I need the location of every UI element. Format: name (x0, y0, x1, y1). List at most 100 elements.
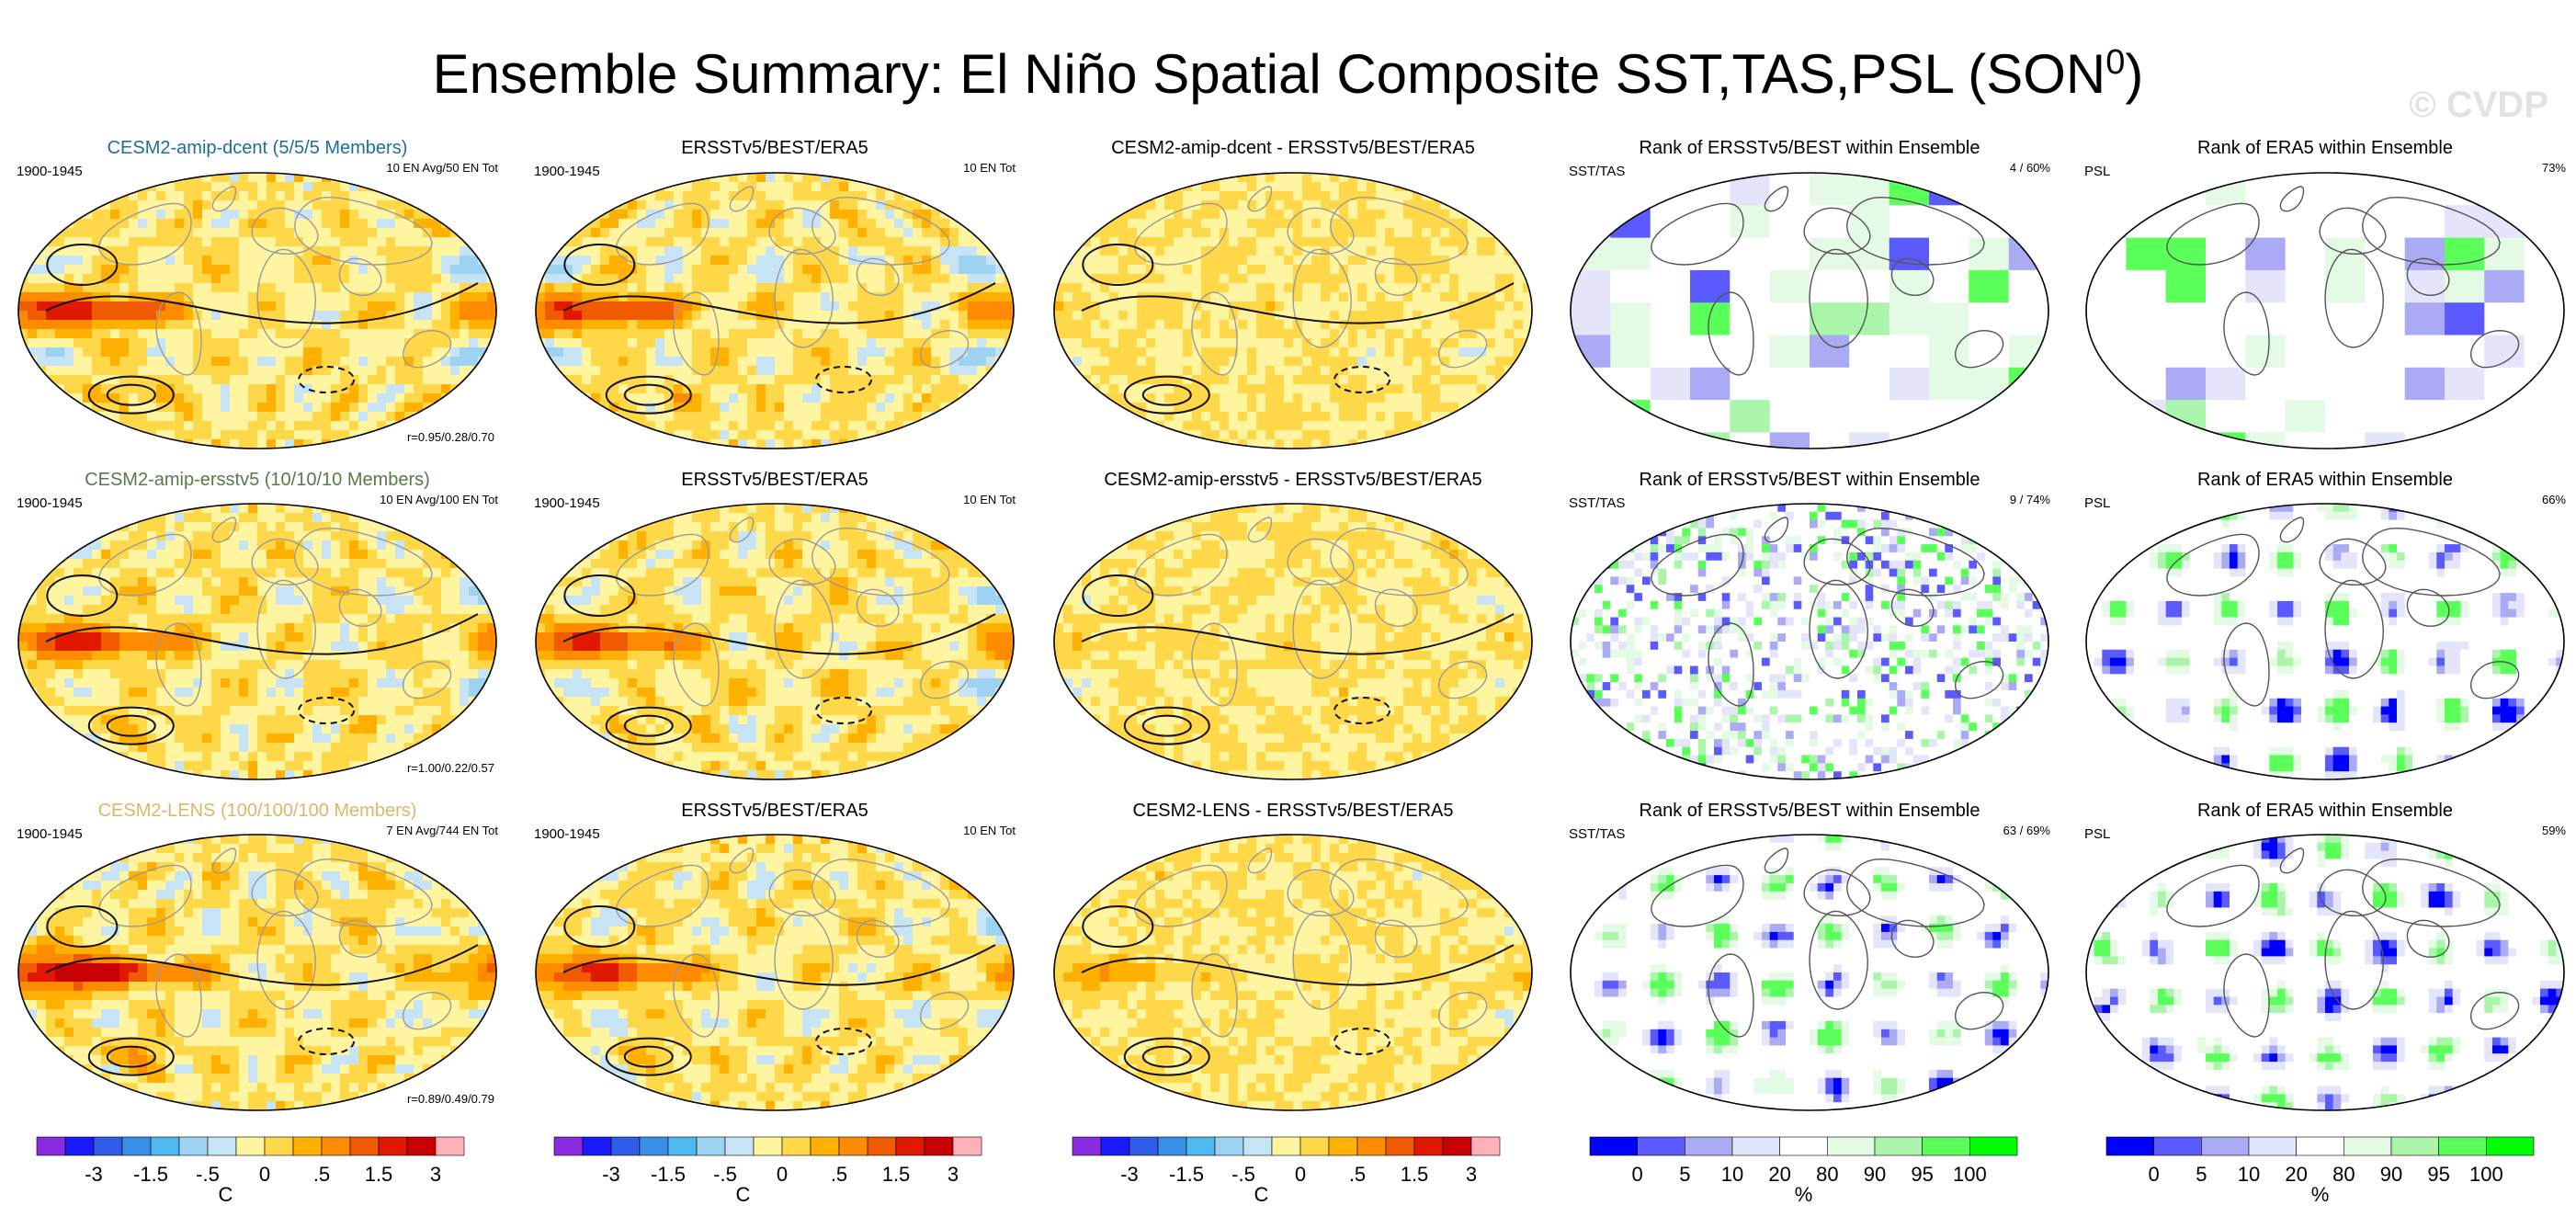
map-border (1570, 503, 2049, 780)
map-panel-diff: CESM2-amip-ersstv5 - ERSSTv5/BEST/ERA5 (1053, 470, 1533, 780)
colorbar-box (435, 1136, 465, 1156)
colorbar-box (1157, 1136, 1187, 1156)
coast-outline (811, 858, 950, 927)
colorbar-box (2486, 1136, 2535, 1156)
panel-title: Rank of ERA5 within Ensemble (2197, 138, 2453, 158)
coast-outline (774, 579, 834, 679)
temperature-colorbar: -3 -1.5 -.5 0 .5 1.5 3 C (553, 1136, 982, 1206)
colorbar-box (724, 1136, 755, 1156)
coastlines (1651, 517, 2004, 707)
coast-outline (338, 257, 382, 297)
map-panel-model: CESM2-LENS (100/100/100 Members) 1900-194… (17, 801, 498, 1111)
psl-contour (1081, 282, 1515, 324)
map-field (1571, 173, 2048, 449)
coast-outline (256, 579, 317, 679)
coast-outline (1845, 858, 1985, 927)
map-field (2086, 173, 2564, 449)
psl-contour (87, 1037, 175, 1076)
psl-contour (1081, 613, 1515, 655)
colorbar-tick-label: 20 (1768, 1163, 1790, 1186)
coast-outline (1247, 186, 1273, 212)
coast-outline (1845, 196, 1985, 266)
coastlines (2166, 186, 2520, 376)
psl-contour (1082, 574, 1154, 617)
coast-outline (1329, 527, 1469, 597)
coast-outline (616, 864, 709, 927)
coast-outline (1764, 847, 1789, 874)
panel-left-label: SST/TAS (1569, 164, 1625, 179)
colorbar-box (1328, 1136, 1358, 1156)
colorbar-box (639, 1136, 669, 1156)
colorbar-tick-label: 3 (430, 1163, 441, 1186)
map-panel-diff: CESM2-amip-dcent - ERSSTv5/BEST/ERA5 (1053, 138, 1533, 449)
colorbar-box (121, 1136, 152, 1156)
psl-contour (46, 574, 119, 617)
panel-title: Rank of ERSSTv5/BEST within Ensemble (1640, 138, 1980, 158)
coast-outline (211, 186, 237, 212)
colorbar-tick-label: -3 (602, 1163, 620, 1186)
psl-contour (1123, 375, 1210, 415)
map-panel-rank: Rank of ERA5 within Ensemble PSL 73% (2084, 138, 2566, 449)
coastlines (1134, 847, 1488, 1038)
coast-outline (293, 527, 433, 597)
coastlines (1651, 847, 2004, 1038)
colorbar-tick-label: 1.5 (882, 1163, 911, 1186)
colorbar-box (1385, 1136, 1415, 1156)
psl-contour (1333, 697, 1391, 724)
map-border (17, 172, 497, 449)
psl-contours (45, 244, 479, 415)
coast-outline (2166, 533, 2260, 597)
coast-outline (1247, 517, 1273, 543)
map-panel-model: CESM2-amip-dcent (5/5/5 Members) 1900-194… (17, 138, 498, 449)
coast-outline (1803, 538, 1871, 586)
colorbar-box (1271, 1136, 1301, 1156)
colorbar-box (838, 1136, 868, 1156)
colorbar-tick-label: 3 (948, 1163, 959, 1186)
panel-left-label: PSL (2084, 495, 2110, 511)
coast-outline (673, 622, 720, 707)
coast-outline (1292, 579, 1353, 679)
colorbar-tick-label: -3 (1120, 1163, 1139, 1186)
colorbar-tick-label: -.5 (1231, 1163, 1255, 1186)
panel-title: CESM2-LENS - ERSSTv5/BEST/ERA5 (1133, 801, 1454, 821)
panel-title: CESM2-amip-dcent (5/5/5 Members) (108, 138, 408, 158)
colorbar-box (264, 1136, 294, 1156)
colorbar-box (1356, 1136, 1387, 1156)
coast-outline (2319, 207, 2387, 256)
coast-outline (2279, 517, 2305, 543)
coast-outline (774, 910, 834, 1010)
coast-outline (1809, 248, 1869, 348)
temperature-colorbar: -3 -1.5 -.5 0 .5 1.5 3 C (1072, 1136, 1501, 1206)
colorbar-tick-label: 0 (1295, 1163, 1306, 1186)
coast-outline (2223, 953, 2270, 1038)
psl-contour (106, 383, 156, 406)
psl-contour (1141, 1045, 1192, 1068)
psl-contour (298, 366, 356, 393)
colorbar-tick-label: 95 (1911, 1163, 1933, 1186)
coast-outline (1191, 622, 1238, 707)
map-panel-model: CESM2-amip-ersstv5 (10/10/10 Members)190… (17, 470, 498, 780)
psl-contour (1082, 244, 1154, 286)
map-border (1570, 172, 2049, 449)
colorbar-box (1214, 1136, 1244, 1156)
coast-outline (1329, 858, 1469, 927)
psl-contour (87, 706, 175, 745)
coast-outline (1890, 588, 1935, 628)
coast-outline (1134, 864, 1228, 927)
rank-colorbar: 0 5 10 20 80 90 95 100% (1589, 1136, 2018, 1206)
colorbar-tick-label: 20 (2285, 1163, 2307, 1186)
colorbar-tick-label: -1.5 (1169, 1163, 1204, 1186)
colorbar-box (2343, 1136, 2392, 1156)
coast-outline (98, 864, 192, 927)
colorbar-box (1731, 1136, 1780, 1156)
colorbar-tick-label: 5 (2196, 1163, 2207, 1186)
colorbar-tick-label: 1.5 (1401, 1163, 1429, 1186)
colorbar-tick-label: 10 (1721, 1163, 1743, 1186)
panel-bottom-label: r=0.95/0.28/0.70 (407, 430, 494, 444)
temperature-colorbar: -3 -1.5 -.5 0 .5 1.5 3 C (36, 1136, 465, 1206)
psl-contour (45, 282, 479, 324)
coast-outline (155, 953, 202, 1038)
panel-title: CESM2-amip-ersstv5 (10/10/10 Members) (85, 470, 430, 490)
psl-contour (605, 706, 692, 745)
coast-outline (256, 910, 317, 1010)
